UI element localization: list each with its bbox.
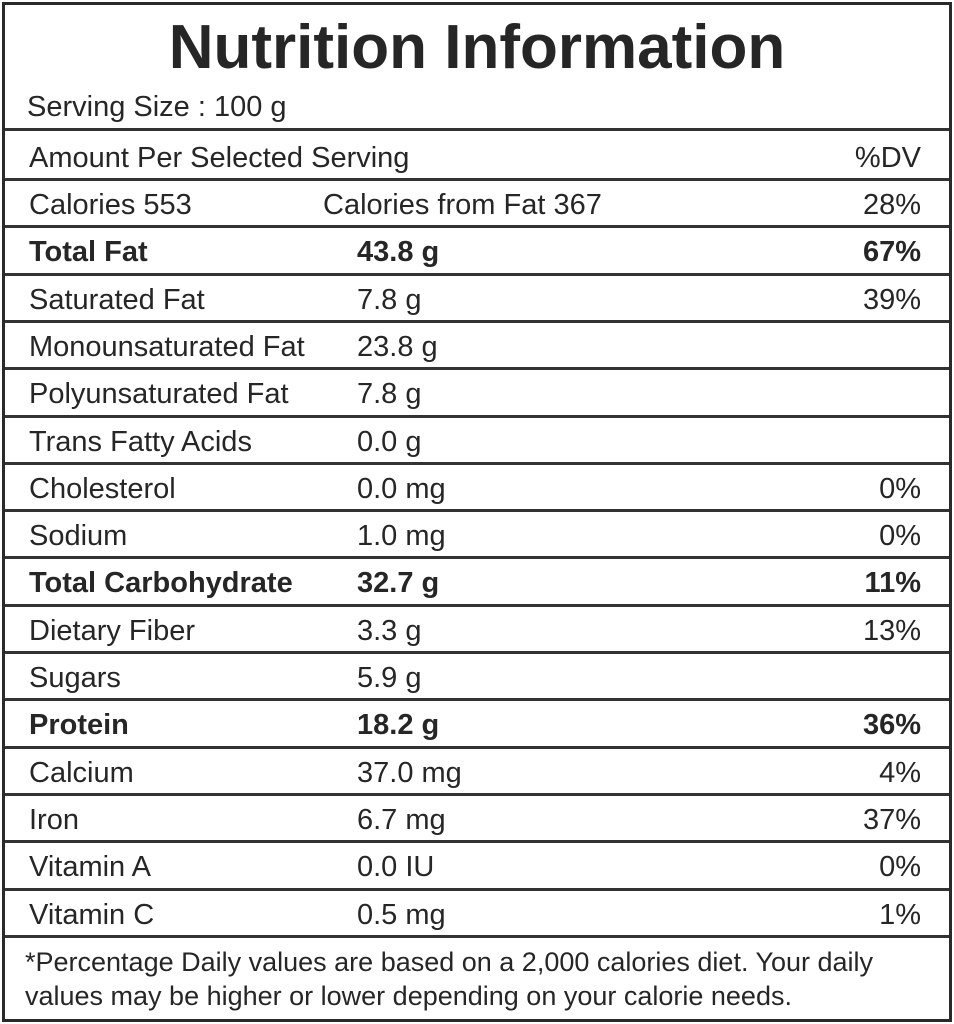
nutrient-name: Monounsaturated Fat xyxy=(29,330,305,363)
nutrient-amount: 37.0 mg xyxy=(357,756,462,789)
nutrient-amount: 18.2 g xyxy=(357,709,440,742)
nutrient-dv: 36% xyxy=(862,709,921,742)
nutrient-name: Trans Fatty Acids xyxy=(29,425,252,458)
header-dv: %DV xyxy=(854,142,921,174)
divider xyxy=(5,698,949,702)
nutrient-name: Iron xyxy=(29,803,79,836)
nutrient-dv: 13% xyxy=(862,614,921,647)
nutrient-amount: 0.5 mg xyxy=(357,898,446,931)
nutrient-amount: 6.7 mg xyxy=(357,803,446,836)
nutrient-name: Dietary Fiber xyxy=(29,614,195,647)
nutrient-amount: 5.9 g xyxy=(357,662,422,694)
nutrient-name: Saturated Fat xyxy=(29,283,205,316)
nutrient-amount: 7.8 g xyxy=(357,283,422,316)
divider xyxy=(5,178,949,181)
title: Nutrition Information xyxy=(168,13,786,82)
nutrient-name: Sodium xyxy=(29,520,128,553)
nutrient-amount: 32.7 g xyxy=(357,567,440,600)
nutrient-name: Total Fat xyxy=(29,236,148,269)
divider xyxy=(5,367,949,371)
divider xyxy=(5,319,949,323)
divider xyxy=(5,840,949,844)
divider xyxy=(5,792,949,796)
divider xyxy=(5,509,949,513)
nutrient-dv: 0% xyxy=(879,472,921,505)
nutrient-dv: 4% xyxy=(879,756,921,789)
divider xyxy=(5,651,949,654)
divider xyxy=(5,272,949,276)
calories-dv: 28% xyxy=(862,189,921,221)
divider xyxy=(5,603,949,607)
nutrient-name: Total Carbohydrate xyxy=(29,567,293,600)
divider xyxy=(5,556,949,560)
nutrient-dv: 39% xyxy=(862,283,921,316)
nutrient-name: Cholesterol xyxy=(29,472,176,505)
divider xyxy=(5,934,949,938)
nutrient-amount: 0.0 IU xyxy=(357,851,435,884)
divider xyxy=(5,461,949,465)
nutrient-dv: 67% xyxy=(862,236,921,269)
divider xyxy=(5,414,949,418)
serving-size: Serving Size : 100 g xyxy=(27,91,287,123)
nutrient-dv: 0% xyxy=(879,851,921,884)
nutrient-name: Calcium xyxy=(29,756,134,789)
nutrient-dv: 1% xyxy=(879,898,921,931)
nutrient-amount: 3.3 g xyxy=(357,614,422,647)
nutrient-name: Vitamin A xyxy=(29,851,151,884)
calories: Calories 553 xyxy=(29,189,192,221)
footnote: *Percentage Daily values are based on a … xyxy=(25,947,874,977)
nutrient-amount: 7.8 g xyxy=(357,378,422,411)
divider xyxy=(5,225,949,229)
nutrient-amount: 0.0 mg xyxy=(357,472,446,505)
nutrient-name: Vitamin C xyxy=(29,898,155,931)
footnote: values may be higher or lower depending … xyxy=(25,981,792,1011)
nutrient-amount: 0.0 g xyxy=(357,425,422,458)
nutrient-name: Polyunsaturated Fat xyxy=(29,378,289,411)
nutrient-amount: 43.8 g xyxy=(357,236,440,269)
nutrient-dv: 11% xyxy=(864,567,921,600)
nutrient-dv: 37% xyxy=(862,803,921,836)
nutrient-amount: 1.0 mg xyxy=(357,520,446,553)
nutrient-name: Sugars xyxy=(29,662,121,694)
nutrient-amount: 23.8 g xyxy=(357,330,438,363)
nutrient-name: Protein xyxy=(29,709,129,742)
divider xyxy=(5,887,949,891)
divider xyxy=(5,745,949,749)
divider xyxy=(5,128,949,131)
nutrient-dv: 0% xyxy=(879,520,921,553)
calories-from-fat: Calories from Fat 367 xyxy=(323,189,602,221)
header-amount: Amount Per Selected Serving xyxy=(29,142,410,174)
